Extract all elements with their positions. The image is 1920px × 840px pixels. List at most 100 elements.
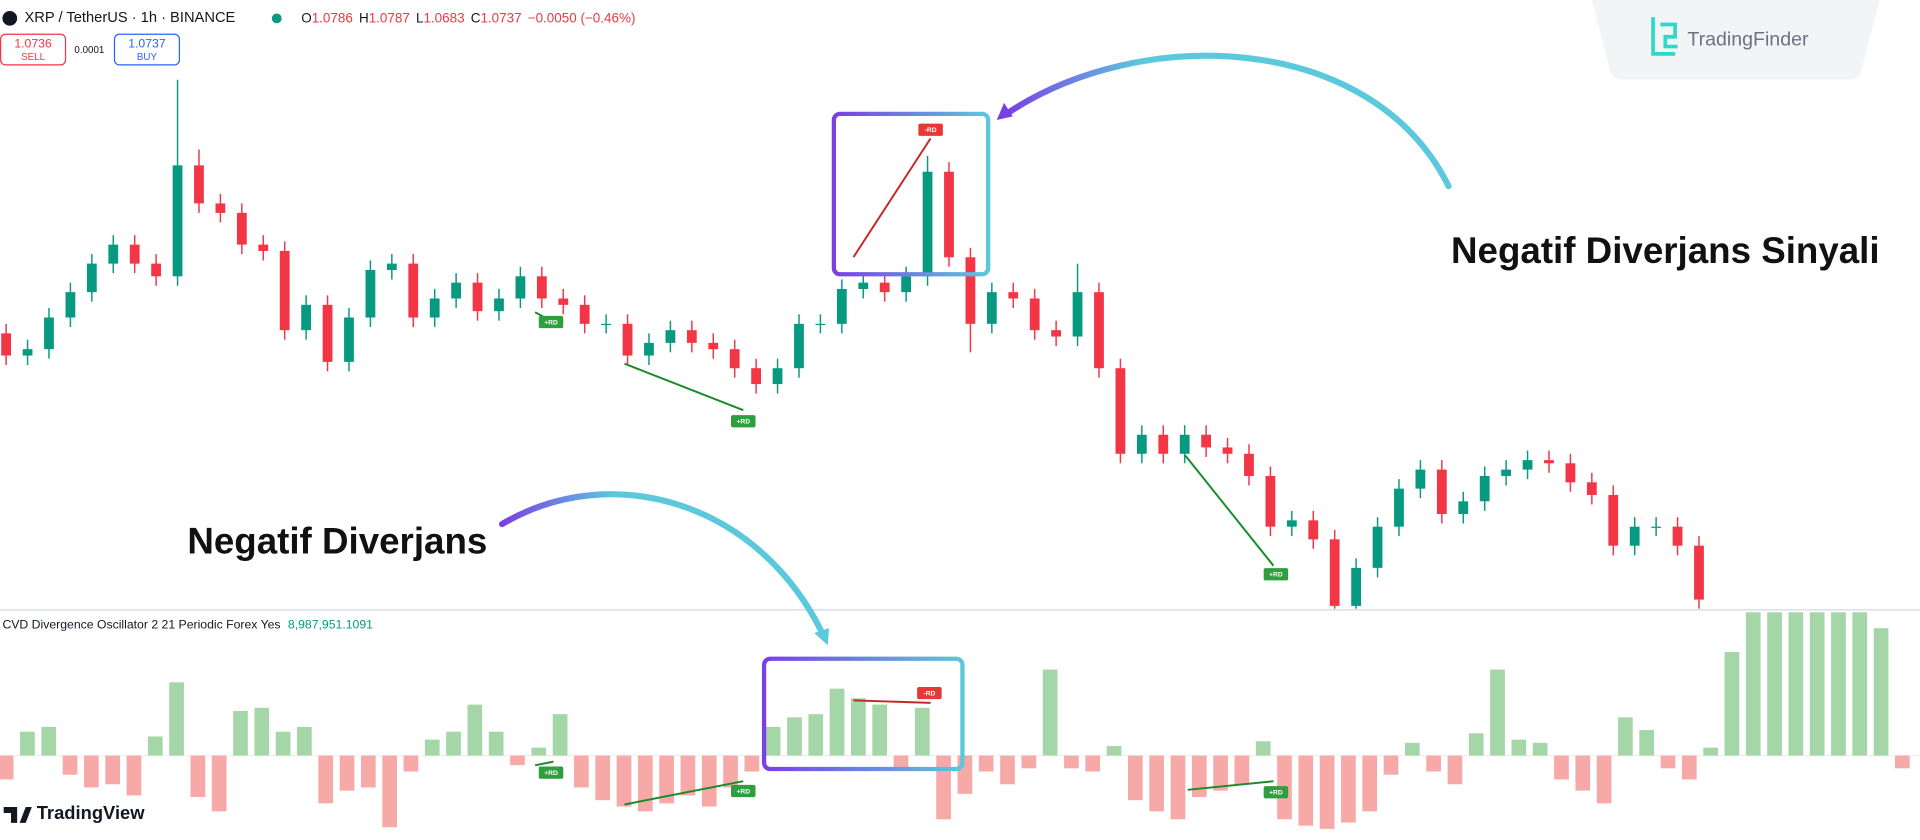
histogram-bar: [41, 726, 57, 756]
histogram-bar: [1234, 755, 1250, 785]
annotation: Negatif Diverjans Sinyali: [1451, 230, 1880, 271]
histogram-bar: [510, 755, 525, 766]
histogram-bar: [1000, 755, 1015, 785]
histogram-bar: [680, 755, 696, 796]
value: 1.0737: [480, 10, 521, 25]
signal-badge: [731, 415, 756, 428]
histogram-bar: [1596, 755, 1612, 804]
candle-body: [644, 342, 654, 356]
candle-body: [965, 257, 976, 324]
histogram-bar: [1213, 755, 1228, 791]
candle-body: [108, 244, 119, 264]
histogram-bar: [1681, 755, 1697, 780]
histogram-bar: [1788, 612, 1804, 756]
histogram-bar: [637, 755, 653, 812]
histogram-bar: [744, 755, 760, 772]
candle-body: [686, 330, 697, 343]
candle-body: [1372, 526, 1383, 568]
candle-body: [129, 244, 140, 264]
value: 1.0786: [312, 10, 353, 25]
tv-icon: [3, 806, 32, 823]
candle-body: [1608, 494, 1619, 546]
candle-body: [172, 165, 183, 277]
logo-icon: [1651, 17, 1678, 56]
histogram-bar: [787, 717, 802, 756]
histogram-bar: [1319, 755, 1335, 829]
histogram-bar: [936, 755, 951, 820]
histogram-bar: [1064, 755, 1079, 769]
candle-body: [579, 304, 590, 324]
ohlc: O1.0786 H1.0787 L1.0683 C1.0737 −0.0050 (−0.…: [301, 10, 635, 25]
divergence-line: [624, 362, 744, 412]
histogram-bar: [1383, 755, 1399, 775]
histogram-bar: [275, 731, 291, 756]
histogram-bar: [1745, 612, 1761, 756]
candle-body: [408, 263, 419, 318]
symbol: XRP / TetherUS · 1h · BINANCE: [24, 10, 235, 26]
candle-body: [515, 276, 526, 299]
histogram-bar: [1149, 755, 1164, 812]
candle-body: [1072, 292, 1083, 337]
histogram-bar: [1490, 669, 1505, 756]
histogram-bar: [467, 704, 483, 756]
divergence-line: [852, 137, 932, 258]
candle-body: [1479, 475, 1490, 502]
candle-body: [1629, 526, 1640, 546]
signal-label: +RD: [736, 419, 750, 426]
candle-body: [1329, 539, 1340, 606]
close-icon[interactable]: [2, 11, 18, 26]
buy-button[interactable]: [113, 33, 180, 66]
sell-button[interactable]: [0, 33, 67, 66]
candle-body: [258, 244, 269, 251]
histogram-bar: [829, 688, 845, 756]
histogram-bar: [1511, 739, 1527, 756]
histogram-bar: [424, 739, 440, 756]
histogram-bar: [616, 755, 632, 807]
signal-badge: [918, 123, 943, 136]
histogram-bar: [1106, 746, 1122, 756]
histogram-bar: [339, 755, 355, 791]
histogram-bar: [403, 755, 419, 772]
candle-body: [708, 342, 719, 350]
histogram-bar: [1618, 717, 1633, 756]
histogram-bar: [1255, 741, 1271, 756]
histogram-bar: [1042, 669, 1058, 756]
logo-panel: [1591, 0, 1880, 80]
arrow: [1003, 52, 1452, 190]
histogram-bar: [1341, 755, 1356, 823]
candle-body: [1522, 460, 1533, 470]
histogram-bar: [1447, 755, 1463, 785]
histogram-bar: [360, 755, 376, 788]
candle-body: [1265, 475, 1276, 527]
candle-body: [322, 304, 333, 362]
candle-body: [65, 292, 76, 318]
sell-price: 1.0736: [14, 36, 52, 50]
histogram-bar: [978, 755, 994, 772]
signal-label: +RD: [1269, 790, 1283, 797]
candle-body: [1244, 453, 1254, 476]
histogram-bar: [574, 755, 589, 788]
buy-price: 1.0737: [128, 36, 166, 50]
histogram-bar: [297, 726, 312, 756]
histogram-bar: [105, 755, 120, 785]
candle-body: [236, 212, 247, 245]
candle-body: [279, 250, 290, 331]
tv-logo: TradingView: [37, 802, 146, 823]
candle-body: [344, 317, 354, 362]
histogram-bar: [1532, 742, 1548, 756]
histogram-bar: [893, 755, 909, 769]
histogram-bar: [62, 755, 78, 775]
candle-body: [794, 323, 804, 369]
key: O: [301, 10, 311, 25]
histogram-bar: [1767, 612, 1782, 756]
histogram-bar: [1703, 747, 1718, 756]
histogram-bar: [701, 755, 717, 807]
annotation: Negatif Diverjans: [187, 520, 487, 561]
divergence-line: [1184, 454, 1275, 567]
candle-body: [751, 368, 762, 385]
histogram-bar: [1554, 755, 1569, 780]
histogram-bar: [233, 710, 248, 756]
histogram-bar: [190, 755, 206, 797]
